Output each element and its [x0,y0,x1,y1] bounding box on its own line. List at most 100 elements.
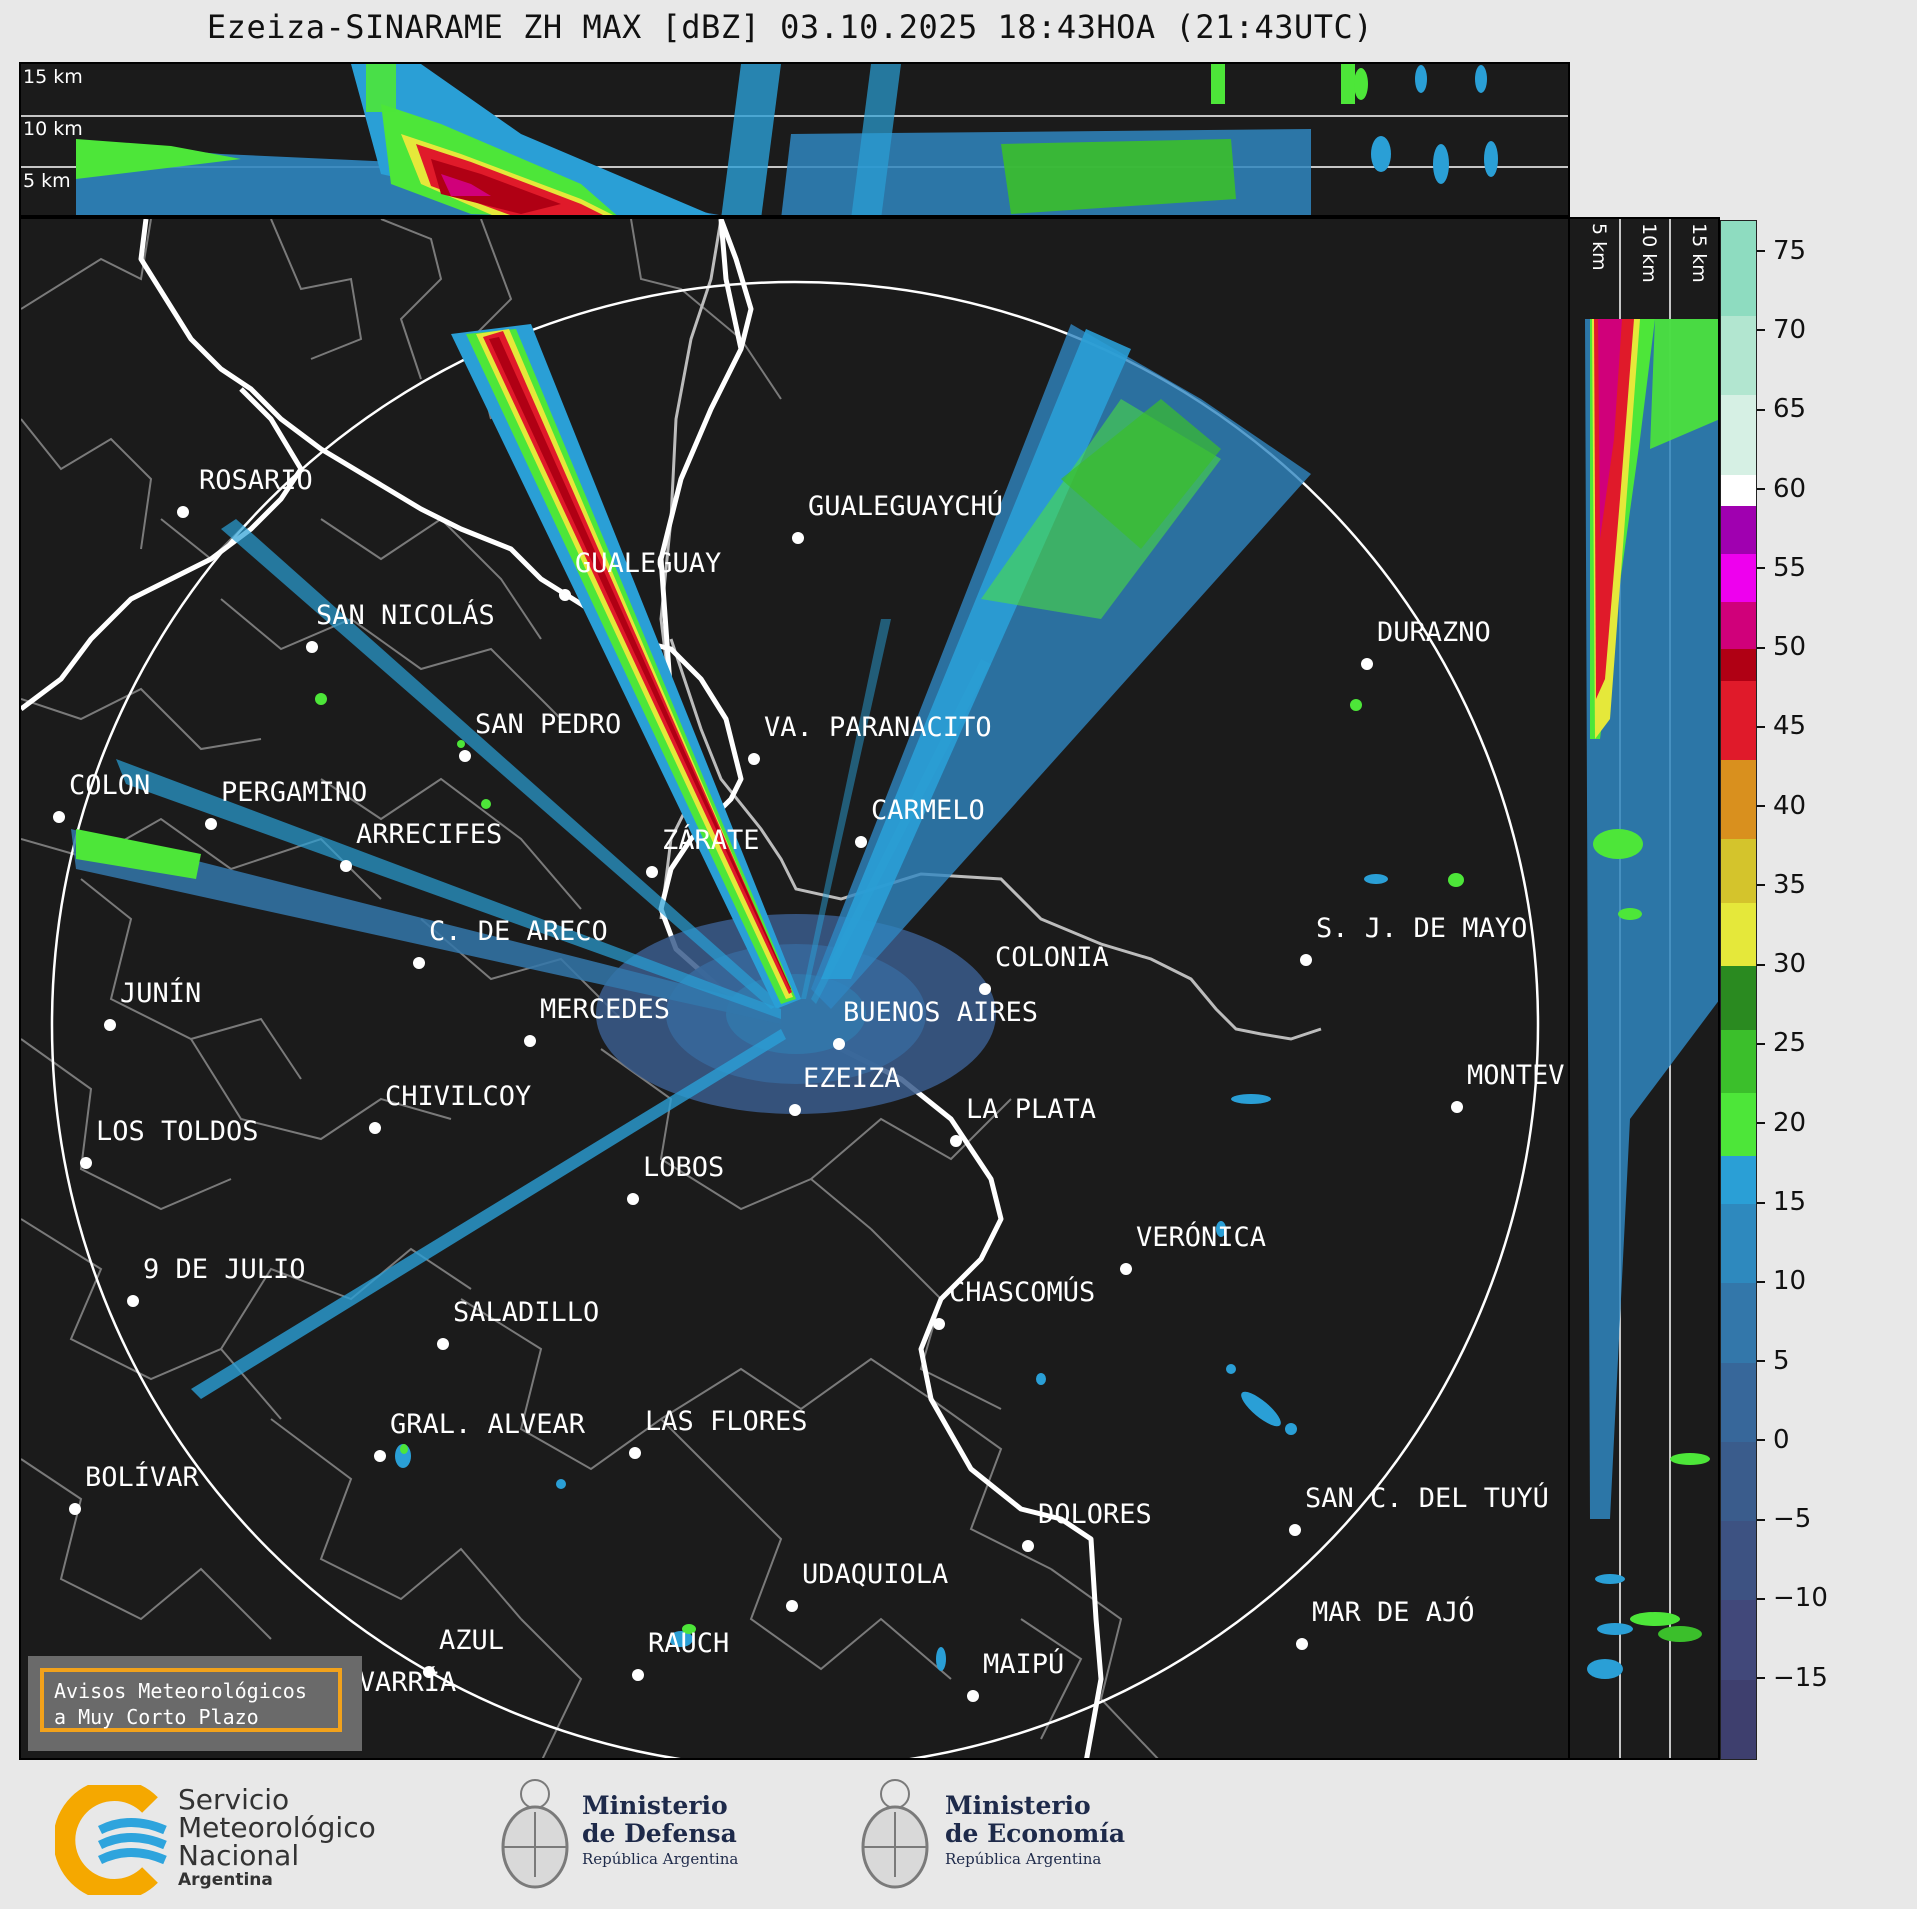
city-label-azul: AZUL [439,1625,504,1656]
city-marker-montevideo [1451,1101,1463,1113]
chart-title: Ezeiza-SINARAME ZH MAX [dBZ] 03.10.2025 … [206,8,1374,46]
colorbar-band [1721,316,1756,396]
city-label-chascomus: CHASCOMÚS [949,1276,1095,1308]
city-label-los-toldos: LOS TOLDOS [96,1116,259,1147]
colorbar-tick-label: 40 [1757,791,1806,821]
colorbar-band [1721,1362,1756,1442]
colorbar-tick-label: −10 [1757,1583,1828,1613]
city-markers: ROSARIO GUALEGUAYCHÚ GUALEGUAY SAN NICOLÁS D… [53,465,1565,1720]
colorbar-band [1721,760,1756,840]
city-marker-saladillo [437,1338,449,1350]
city-marker-gualeguay [559,589,571,601]
city-label-las-flores: LAS FLORES [645,1406,808,1437]
city-label-bolivar: BOLÍVAR [85,1461,200,1493]
top-km-label-15: 15 km [23,66,83,88]
top-km-label-5: 5 km [23,170,71,192]
city-marker-va-paranacito [748,753,760,765]
city-label-gualeguaychu: GUALEGUAYCHÚ [808,490,1003,522]
colorbar-band [1721,506,1756,554]
economia-sub: República Argentina [945,1850,1102,1868]
city-marker-rauch [632,1669,644,1681]
city-label-lobos: LOBOS [643,1152,724,1183]
defensa-sub: República Argentina [582,1850,739,1868]
radar-map-panel: ROSARIO GUALEGUAYCHÚ GUALEGUAY SAN NICOLÁS D… [19,217,1570,1760]
colorbar-band [1721,1679,1756,1759]
colorbar-band [1721,1521,1756,1601]
city-label-mercedes: MERCEDES [540,994,670,1025]
city-label-colonia: COLONIA [995,942,1109,973]
colorbar-tick-label: 45 [1757,711,1806,741]
side-cross-section-echoes [1585,219,1718,1758]
city-marker-colon [53,811,65,823]
city-label-arrecifes: ARRECIFES [356,819,502,850]
side-km-label-5: 5 km [1588,223,1610,271]
city-label-sj-de-mayo: S. J. DE MAYO [1316,913,1527,944]
top-cross-section-echoes [21,64,1568,215]
city-marker-pergamino [205,818,217,830]
city-label-saladillo: SALADILLO [453,1297,599,1328]
city-label-rosario: ROSARIO [199,465,313,496]
city-label-c-de-areco: C. DE ARECO [429,916,608,947]
colorbar-band [1721,1093,1756,1157]
city-label-colon: COLON [69,770,150,801]
city-marker-la-plata [950,1135,962,1147]
city-label-va-paranacito: VA. PARANACITO [764,712,992,743]
city-marker-san-nicolas [306,641,318,653]
colorbar-tick-label: −15 [1757,1663,1828,1693]
warning-line-2: a Muy Corto Plazo [54,1705,259,1729]
city-label-dolores: DOLORES [1038,1499,1152,1530]
city-marker-chivilcoy [369,1122,381,1134]
colorbar-band [1721,1441,1756,1522]
colorbar-band [1721,902,1756,967]
warning-logo-box: Avisos Meteorológicos a Muy Corto Plazo [28,1656,362,1751]
colorbar-band [1721,1029,1756,1094]
colorbar-tick-label: 15 [1757,1187,1806,1217]
radar-range-ring [50,280,1540,1758]
defensa-line-2: de Defensa [582,1819,737,1848]
colorbar-tick-label: 35 [1757,870,1806,900]
city-label-san-nicolas: SAN NICOLÁS [316,599,495,631]
city-label-maipu: MAIPÚ [983,1648,1064,1680]
colorbar-band [1721,1204,1756,1284]
city-marker-azul [423,1666,435,1678]
city-marker-los-toldos [80,1157,92,1169]
top-km-label-10: 10 km [23,118,83,140]
colorbar-tick-label: 50 [1757,632,1806,662]
city-marker-arrecifes [340,860,352,872]
colorbar-tick-label: −5 [1757,1504,1811,1534]
city-label-san-pedro: SAN PEDRO [475,709,621,740]
city-marker-mar-de-ajo [1296,1638,1308,1650]
colorbar-band [1721,474,1756,507]
city-label-montevideo: MONTEV [1467,1060,1565,1091]
city-label-ezeiza: EZEIZA [803,1063,901,1094]
argentina-coat-of-arms-icon [501,1779,569,1889]
city-label-gualeguay: GUALEGUAY [575,548,721,579]
defensa-line-1: Ministerio [582,1791,728,1820]
city-marker-san-c-del-tuyu [1289,1524,1301,1536]
colorbar-band [1721,1600,1756,1680]
city-marker-udaquiola [786,1600,798,1612]
city-label-san-c-del-tuyu: SAN C. DEL TUYÚ [1305,1482,1549,1514]
national-borders [21,219,1104,1758]
radar-echoes [71,324,1464,1671]
colorbar-tick-label: 25 [1757,1028,1806,1058]
smn-name-line-1: Servicio [178,1783,290,1816]
city-label-gral-alvear: GRAL. ALVEAR [390,1409,586,1440]
colorbar-tick-label: 5 [1757,1346,1790,1376]
city-marker-buenos-aires [833,1038,845,1050]
city-label-la-plata: LA PLATA [966,1094,1096,1125]
city-label-mar-de-ajo: MAR DE AJÓ [1312,1596,1475,1628]
colorbar-tick-label: 65 [1757,394,1806,424]
smn-name-line-2: Meteorológico [178,1811,376,1844]
city-label-9-de-julio: 9 DE JULIO [143,1254,306,1285]
side-km-label-10: 10 km [1638,223,1660,283]
city-label-chivilcoy: CHIVILCOY [385,1081,531,1112]
city-label-carmelo: CARMELO [871,795,985,826]
colorbar-band [1721,680,1756,761]
city-marker-junin [104,1019,116,1031]
city-marker-dolores [1022,1540,1034,1552]
smn-logo-icon [55,1785,167,1895]
colorbar-band [1721,839,1756,903]
city-marker-9-de-julio [127,1295,139,1307]
colorbar-band [1721,1283,1756,1363]
